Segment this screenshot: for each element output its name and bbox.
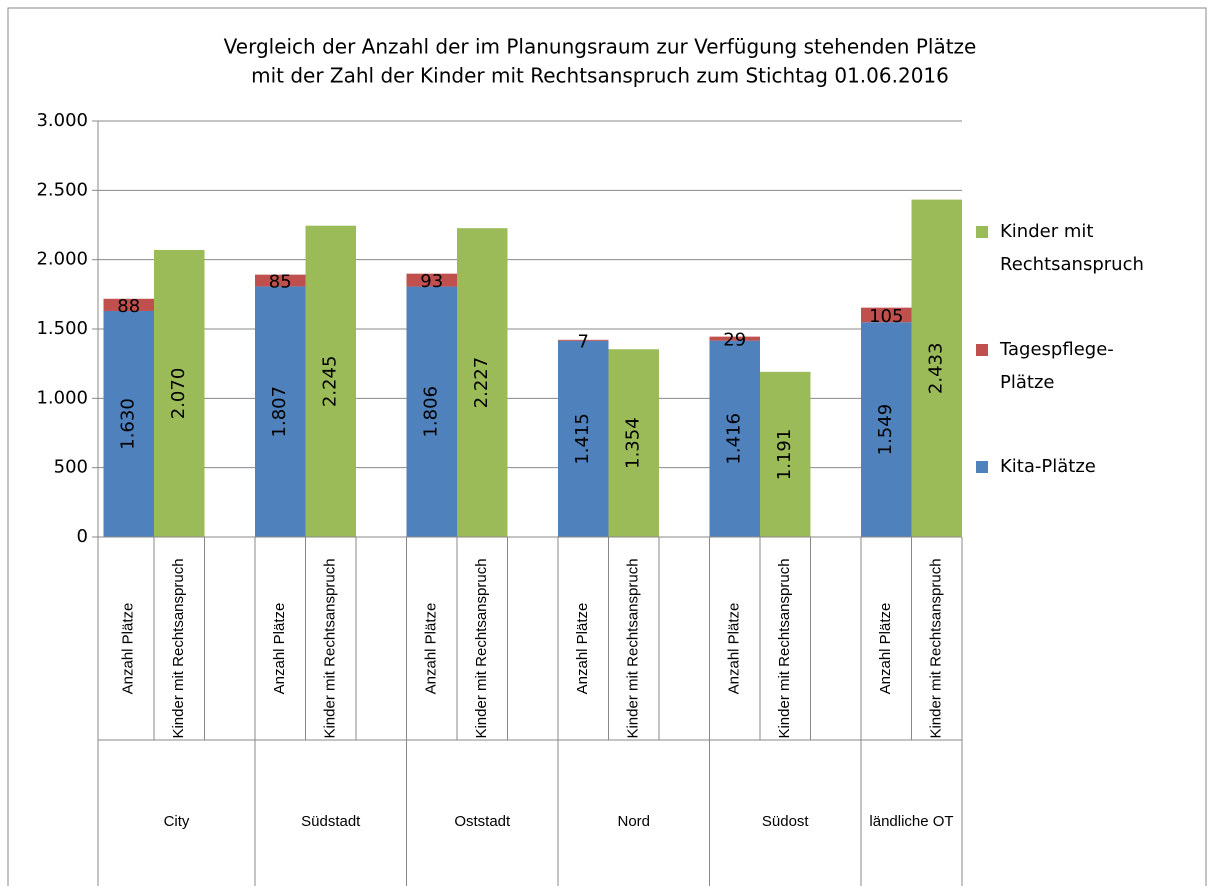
x-tick-label: Kinder mit Rechtsanspruch [322,558,339,738]
legend-label: Kinder mit Rechtsanspruch [1000,221,1144,275]
y-tick-label: 2.500 [36,179,88,200]
bar-segment [255,274,306,287]
x-tick-label: Kinder mit Rechtsanspruch [928,558,945,738]
bar-segment [154,249,205,537]
y-tick-label: 2.000 [36,249,88,270]
value-label: 1.630 [118,398,139,450]
bar-segment [558,339,609,341]
y-tick-label: 500 [54,457,88,478]
y-tick-label: 0 [77,526,88,547]
value-label: 1.415 [572,413,593,465]
x-tick-label: Anzahl Plätze [726,603,743,695]
legend-label: Tagespflege-Plätze [999,339,1114,393]
bar-segment [103,298,154,311]
value-label: 1.416 [724,413,745,465]
value-label: 2.070 [168,368,189,420]
y-tick-label: 1.500 [36,318,88,339]
group-label: ländliche OT [869,813,953,830]
group-label: Südstadt [301,813,361,830]
value-label: 7 [578,331,589,352]
x-tick-label: Anzahl Plätze [574,603,591,695]
value-label: 93 [420,271,443,292]
legend-swatch [976,344,988,356]
value-label: 2.227 [471,357,492,409]
bar-segment [709,340,760,537]
bar-segment [861,307,912,323]
bar-segment [760,371,811,537]
bar-segment [103,310,154,537]
value-label: 29 [723,330,746,351]
value-label: 2.433 [926,343,947,395]
y-tick-label: 3.000 [36,110,88,131]
chart-title: mit der Zahl der Kinder mit Rechtsanspru… [251,64,949,88]
legend-swatch [976,226,988,238]
bar-segment [911,199,962,537]
value-label: 85 [269,272,292,293]
bar-segment [406,273,457,287]
value-label: 1.807 [269,386,290,438]
x-tick-label: Kinder mit Rechtsanspruch [170,558,187,738]
bar-segment [608,349,659,537]
legend-swatch [976,461,988,473]
value-label: 2.245 [320,356,341,408]
x-tick-label: Anzahl Plätze [120,603,137,695]
x-tick-label: Kinder mit Rechtsanspruch [625,558,642,738]
bar-segment [406,286,457,537]
group-label: Südost [762,813,810,830]
x-tick-label: Anzahl Plätze [271,603,288,695]
bar-segment [457,228,508,537]
value-label: 1.806 [421,386,442,438]
bar-segment [305,225,356,537]
value-label: 1.549 [875,404,896,456]
x-tick-label: Anzahl Plätze [877,603,894,695]
chart-title: Vergleich der Anzahl der im Planungsraum… [224,35,977,59]
bar-segment [709,336,760,341]
value-label: 105 [869,306,903,327]
x-tick-label: Anzahl Plätze [423,603,440,695]
group-label: City [164,813,190,830]
bar-segment [255,286,306,537]
legend-label: Kita-Plätze [1000,456,1096,477]
value-label: 1.191 [774,429,795,481]
bar-segment [861,322,912,537]
group-label: Oststadt [454,813,511,830]
value-label: 88 [117,296,140,317]
y-tick-label: 1.000 [36,387,88,408]
x-tick-label: Kinder mit Rechtsanspruch [776,558,793,738]
bar-segment [558,340,609,537]
x-tick-label: Kinder mit Rechtsanspruch [473,558,490,738]
group-label: Nord [617,813,650,830]
value-label: 1.354 [623,417,644,469]
